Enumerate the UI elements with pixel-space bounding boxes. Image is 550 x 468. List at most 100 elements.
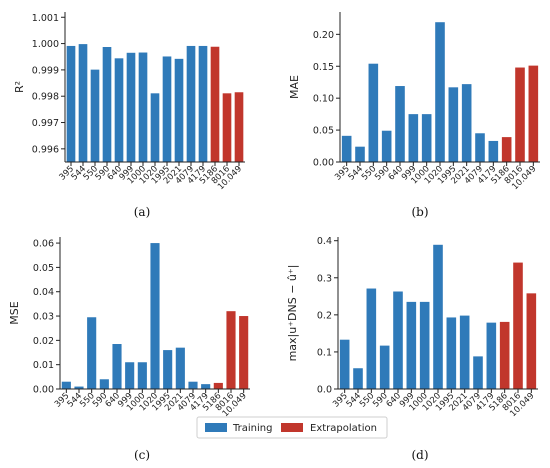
bar-544 <box>74 386 84 389</box>
chart-panel-d: 0.00.10.20.30.43955445505906409991000102… <box>286 236 538 419</box>
bar-1995 <box>163 350 173 389</box>
bar-544 <box>355 146 365 162</box>
bar-5186 <box>213 382 223 389</box>
bar-999 <box>126 52 136 162</box>
bar-10.049 <box>526 293 537 389</box>
bar-590 <box>381 130 392 162</box>
bar-2021 <box>174 58 184 163</box>
y-tick-label: 0.10 <box>313 94 334 105</box>
bar-550 <box>87 317 97 389</box>
y-tick-label: 0.04 <box>33 287 54 298</box>
bar-4179 <box>486 322 497 389</box>
y-tick-label: 1.001 <box>32 13 59 24</box>
chart-panel-c: 0.000.010.020.030.040.050.06395544550590… <box>8 237 250 419</box>
bar-999 <box>406 301 417 389</box>
y-tick-label: 0.3 <box>317 273 332 284</box>
legend-swatch-training <box>205 423 227 432</box>
bar-1000 <box>137 362 147 389</box>
panel-label-d: (d) <box>411 448 428 462</box>
bar-4079 <box>473 356 483 389</box>
y-tick-label: 1.000 <box>32 39 59 50</box>
bar-4179 <box>201 384 211 389</box>
bar-1000 <box>138 52 148 162</box>
y-tick-label: 0.998 <box>32 92 59 103</box>
bar-999 <box>125 362 135 389</box>
bar-5186 <box>210 46 220 162</box>
y-tick-label: 0.00 <box>33 385 54 396</box>
y-axis-label: MAE <box>288 75 301 99</box>
bar-4179 <box>488 140 499 162</box>
bar-395 <box>66 45 76 163</box>
legend-label-training: Training <box>232 423 272 434</box>
y-tick-label: 0.05 <box>313 126 334 137</box>
bar-10.049 <box>239 316 249 389</box>
bar-1000 <box>419 301 430 389</box>
bar-4079 <box>475 133 485 162</box>
y-axis-label: R² <box>13 81 26 93</box>
y-tick-label: 0.15 <box>313 62 334 73</box>
y-tick-label: 0.996 <box>32 144 59 155</box>
bar-395 <box>339 339 350 389</box>
bar-640 <box>393 291 403 389</box>
bar-999 <box>408 114 419 162</box>
chart-panel-a: 0.9960.9970.9980.9991.0001.0013955445505… <box>13 12 245 192</box>
bar-544 <box>353 368 363 389</box>
bar-4079 <box>188 381 198 389</box>
panel-label-a: (a) <box>134 205 151 219</box>
legend: Training Extrapolation <box>196 416 388 439</box>
bar-8016 <box>222 93 232 162</box>
y-tick-label: 0.1 <box>317 347 332 358</box>
bar-1020 <box>150 93 160 162</box>
bar-1020 <box>435 22 445 163</box>
y-tick-label: 0.0 <box>317 385 332 396</box>
bar-2021 <box>459 315 470 389</box>
y-tick-label: 0.02 <box>33 336 54 347</box>
bar-8016 <box>515 67 525 162</box>
bar-640 <box>395 86 405 162</box>
bar-5186 <box>499 321 510 389</box>
y-axis-label: max|u⁺DNS − û⁺| <box>286 265 299 362</box>
bar-1995 <box>446 317 457 389</box>
y-tick-label: 0.997 <box>32 118 59 129</box>
y-tick-label: 0.01 <box>33 360 54 371</box>
bar-10.049 <box>528 65 539 162</box>
legend-swatch-extrapolation <box>281 423 303 432</box>
y-tick-label: 0.2 <box>317 310 332 321</box>
y-tick-label: 0.00 <box>313 158 334 169</box>
y-tick-label: 0.06 <box>33 239 54 250</box>
bar-544 <box>78 44 88 162</box>
panel-label-b: (b) <box>411 205 428 219</box>
y-tick-label: 0.999 <box>32 65 59 76</box>
bar-1995 <box>162 56 172 162</box>
chart-panel-b: 0.000.050.100.150.2039554455059064099910… <box>288 12 540 192</box>
bar-640 <box>112 344 122 389</box>
bar-550 <box>90 69 100 162</box>
y-axis-label: MSE <box>8 301 21 324</box>
y-tick-label: 0.20 <box>313 30 334 41</box>
panels: 0.9960.9970.9980.9991.0001.0013955445505… <box>8 12 540 419</box>
legend-label-extrapolation: Extrapolation <box>310 423 377 434</box>
bar-4079 <box>186 45 196 163</box>
bar-590 <box>102 47 112 162</box>
bar-395 <box>61 381 71 389</box>
bar-1995 <box>448 87 459 162</box>
bar-1000 <box>421 114 432 162</box>
bar-10.049 <box>234 92 244 162</box>
bar-5186 <box>501 137 512 162</box>
bar-550 <box>366 288 377 389</box>
y-tick-label: 0.05 <box>33 263 54 274</box>
bar-590 <box>379 345 390 389</box>
bar-4179 <box>198 45 208 163</box>
bar-2021 <box>175 347 185 389</box>
bar-590 <box>99 379 109 389</box>
panel-label-c: (c) <box>134 448 150 462</box>
bar-8016 <box>513 262 523 389</box>
bar-550 <box>368 63 379 163</box>
bar-8016 <box>226 311 236 389</box>
y-tick-label: 0.4 <box>317 236 332 247</box>
bar-2021 <box>461 84 472 162</box>
bar-395 <box>341 135 352 162</box>
bar-1020 <box>150 243 160 389</box>
bar-640 <box>114 58 124 162</box>
